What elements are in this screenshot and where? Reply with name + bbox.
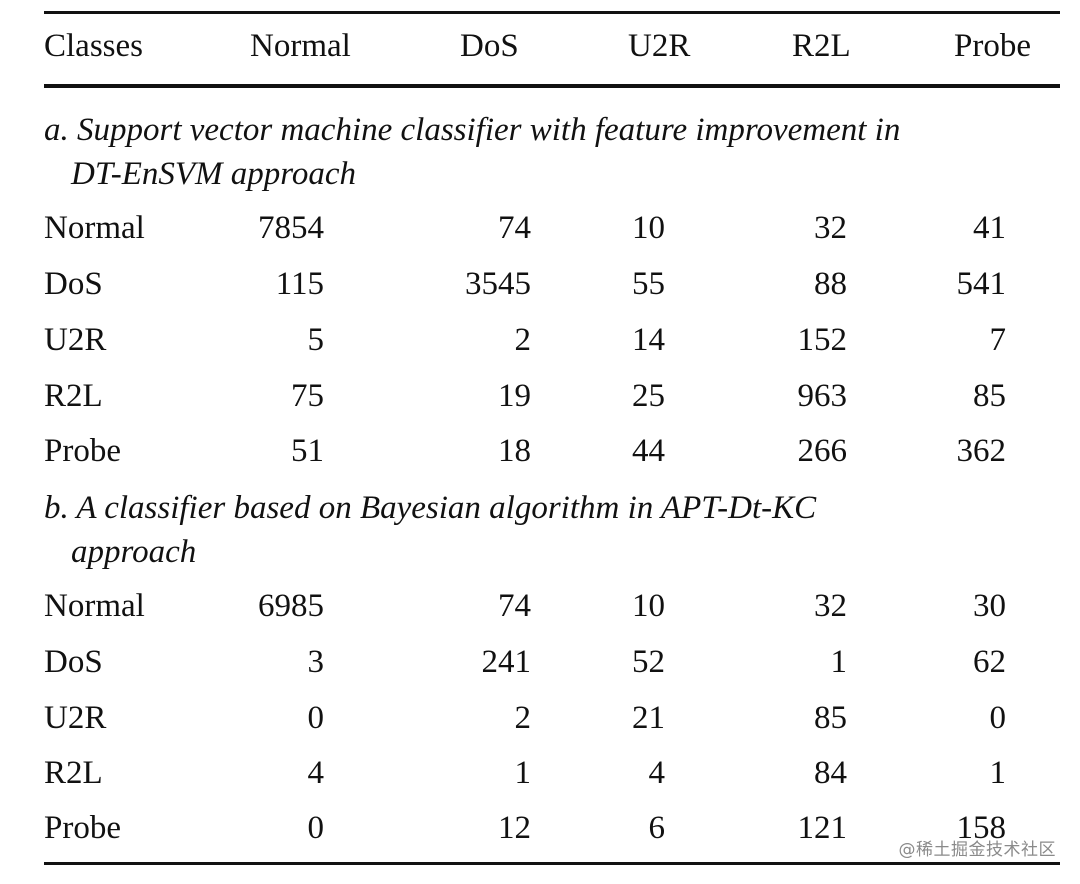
cell-dos: 12 <box>498 810 531 846</box>
table-row: U2R 5 2 14 152 7 <box>44 316 1060 364</box>
cell-r2l: 121 <box>797 810 848 846</box>
row-label: R2L <box>44 378 103 414</box>
cell-r2l: 266 <box>797 433 848 469</box>
table-row: Normal 6985 74 10 32 30 <box>44 582 1060 630</box>
row-label: Normal <box>44 210 145 246</box>
cell-u2r: 55 <box>632 266 665 302</box>
cell-r2l: 32 <box>814 588 847 624</box>
header-normal: Normal <box>250 28 351 64</box>
cell-dos: 74 <box>498 210 531 246</box>
cell-u2r: 52 <box>632 644 665 680</box>
cell-u2r: 10 <box>632 588 665 624</box>
row-label: U2R <box>44 700 107 736</box>
cell-r2l: 152 <box>797 322 848 358</box>
header-u2r: U2R <box>628 28 691 64</box>
cell-r2l: 32 <box>814 210 847 246</box>
table-row: DoS 3 241 52 1 62 <box>44 638 1060 686</box>
table-top-rule <box>44 11 1060 14</box>
cell-normal: 7854 <box>258 210 324 246</box>
cell-probe: 362 <box>956 433 1007 469</box>
section-a-title-line1: a. Support vector machine classifier wit… <box>44 112 901 148</box>
cell-dos: 19 <box>498 378 531 414</box>
cell-probe: 541 <box>956 266 1007 302</box>
cell-normal: 6985 <box>258 588 324 624</box>
table-row: Normal 7854 74 10 32 41 <box>44 204 1060 252</box>
row-label: DoS <box>44 644 103 680</box>
table-row: Probe 0 12 6 121 158 <box>44 804 1060 852</box>
cell-u2r: 10 <box>632 210 665 246</box>
section-b-title-line1: b. A classifier based on Bayesian algori… <box>44 490 817 526</box>
cell-normal: 5 <box>307 322 325 358</box>
section-a-title-line2: DT-EnSVM approach <box>71 156 357 192</box>
watermark-text: @稀土掘金技术社区 <box>898 840 1056 860</box>
header-row: Classes Normal DoS U2R R2L Probe <box>44 22 1060 70</box>
cell-dos: 18 <box>498 433 531 469</box>
table-row: R2L 4 1 4 84 1 <box>44 749 1060 797</box>
section-b-title: b. A classifier based on Bayesian algori… <box>44 486 1044 574</box>
cell-probe: 62 <box>973 644 1006 680</box>
cell-dos: 2 <box>514 700 532 736</box>
row-label: Normal <box>44 588 145 624</box>
cell-probe: 0 <box>989 700 1007 736</box>
cell-u2r: 25 <box>632 378 665 414</box>
section-a-title: a. Support vector machine classifier wit… <box>44 108 1044 196</box>
cell-r2l: 84 <box>814 755 847 791</box>
cell-normal: 4 <box>307 755 325 791</box>
cell-u2r: 21 <box>632 700 665 736</box>
table-row: DoS 115 3545 55 88 541 <box>44 260 1060 308</box>
header-r2l: R2L <box>792 28 851 64</box>
cell-normal: 51 <box>291 433 324 469</box>
cell-probe: 158 <box>956 810 1007 846</box>
table-bottom-rule <box>44 862 1060 865</box>
cell-probe: 30 <box>973 588 1006 624</box>
cell-normal: 0 <box>307 810 325 846</box>
cell-r2l: 88 <box>814 266 847 302</box>
header-classes: Classes <box>44 28 143 64</box>
cell-probe: 41 <box>973 210 1006 246</box>
header-dos: DoS <box>460 28 519 64</box>
header-bottom-rule <box>44 84 1060 88</box>
cell-u2r: 6 <box>648 810 666 846</box>
cell-dos: 1 <box>514 755 532 791</box>
row-label: Probe <box>44 810 121 846</box>
cell-r2l: 1 <box>830 644 848 680</box>
row-label: Probe <box>44 433 121 469</box>
cell-normal: 115 <box>275 266 324 302</box>
cell-normal: 3 <box>307 644 325 680</box>
cell-u2r: 44 <box>632 433 665 469</box>
cell-dos: 241 <box>481 644 532 680</box>
cell-probe: 85 <box>973 378 1006 414</box>
cell-probe: 7 <box>989 322 1007 358</box>
cell-r2l: 85 <box>814 700 847 736</box>
cell-dos: 3545 <box>465 266 531 302</box>
cell-u2r: 4 <box>648 755 666 791</box>
section-b-title-line2: approach <box>71 534 197 570</box>
confusion-matrix-table: Classes Normal DoS U2R R2L Probe a. Supp… <box>44 0 1060 884</box>
cell-dos: 2 <box>514 322 532 358</box>
cell-probe: 1 <box>989 755 1007 791</box>
table-row: R2L 75 19 25 963 85 <box>44 372 1060 420</box>
row-label: DoS <box>44 266 103 302</box>
cell-normal: 75 <box>291 378 324 414</box>
header-probe: Probe <box>954 28 1031 64</box>
cell-normal: 0 <box>307 700 325 736</box>
cell-r2l: 963 <box>797 378 848 414</box>
cell-u2r: 14 <box>632 322 665 358</box>
cell-dos: 74 <box>498 588 531 624</box>
row-label: R2L <box>44 755 103 791</box>
table-row: U2R 0 2 21 85 0 <box>44 694 1060 742</box>
table-row: Probe 51 18 44 266 362 <box>44 427 1060 475</box>
row-label: U2R <box>44 322 107 358</box>
